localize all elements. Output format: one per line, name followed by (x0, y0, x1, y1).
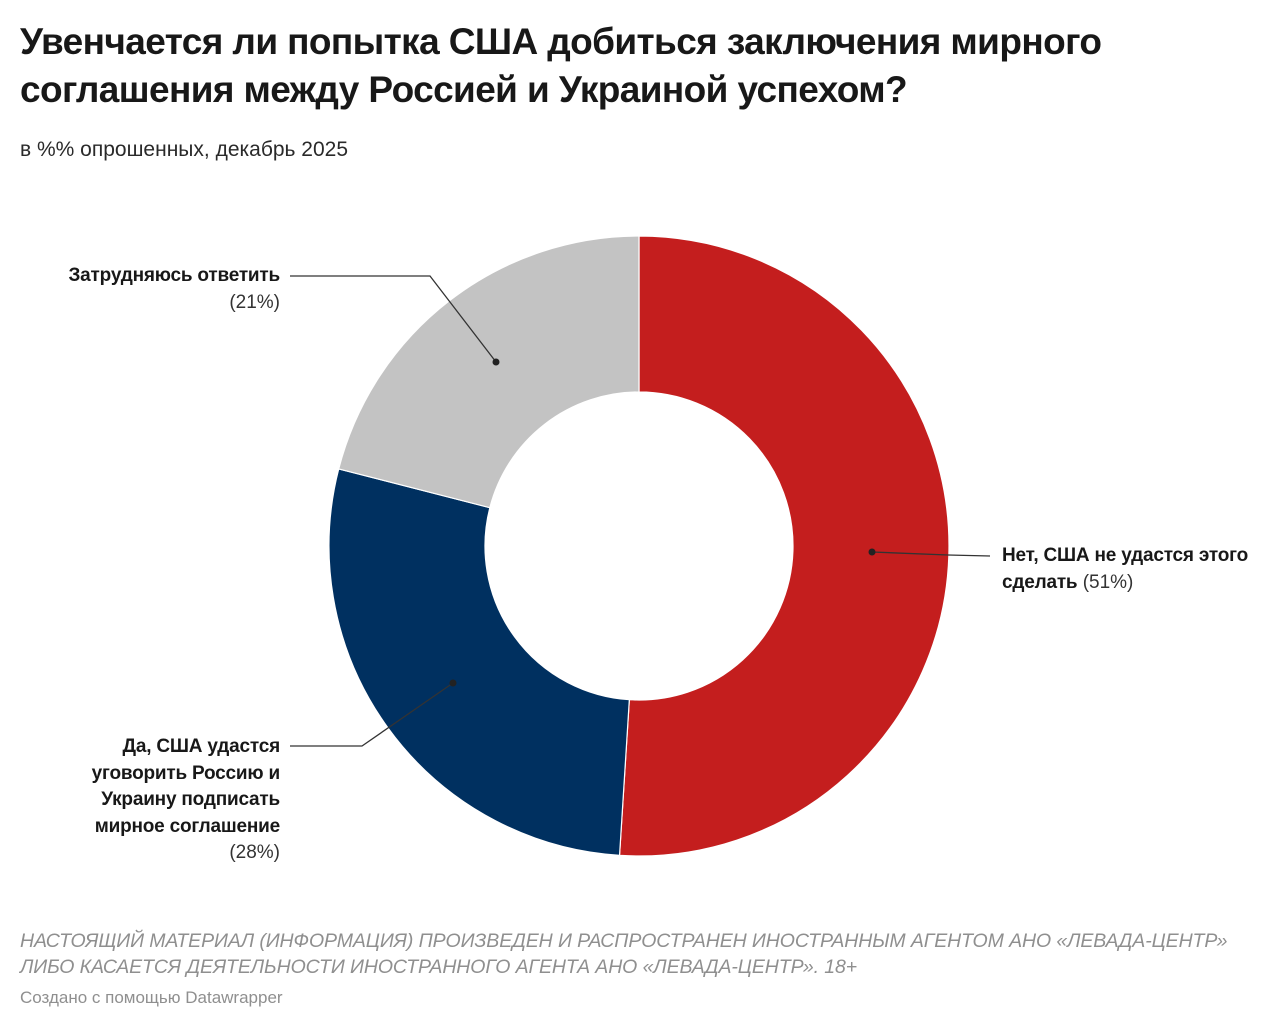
leader-yes-dot (449, 679, 457, 687)
leader-unsure-line (290, 275, 497, 363)
slice-no (618, 235, 950, 857)
slice-label-yes: Да, США удастся уговорить Россию и Украи… (30, 734, 281, 867)
leader-no-line (871, 551, 991, 557)
slice-label-unsure-text: Затрудняюсь ответить (68, 265, 280, 286)
slice-label-no: Нет, США не удастся этого сделать (51%) (1002, 543, 1262, 596)
leader-no-dot (868, 548, 876, 556)
slice-yes (328, 468, 630, 857)
slice-label-unsure: Затрудняюсь ответить (21%) (20, 263, 280, 316)
donut-slices (328, 235, 950, 857)
chart-subtitle: в %% опрошенных, декабрь 2025 (20, 138, 349, 161)
slice-label-unsure-value: (21%) (229, 291, 280, 313)
slice-label-no-text: Нет, США не удастся этого сделать (1002, 545, 1249, 593)
slice-label-yes-value: (28%) (229, 842, 280, 863)
slice-unsure (338, 235, 640, 509)
leader-yes-line (290, 682, 454, 747)
foreign-agent-notice: НАСТОЯЩИЙ МАТЕРИАЛ (ИНФОРМАЦИЯ) ПРОИЗВЕД… (20, 930, 1228, 978)
datawrapper-credit: Создано с помощью Datawrapper (20, 988, 283, 1007)
slice-label-no-value: (51%) (1082, 571, 1134, 593)
slice-label-yes-text: Да, США удастся уговорить Россию и Украи… (91, 736, 281, 837)
leader-unsure-dot (492, 358, 500, 366)
leader-lines (290, 275, 991, 747)
chart-title: Увенчается ли попытка США добиться заклю… (20, 21, 1102, 110)
